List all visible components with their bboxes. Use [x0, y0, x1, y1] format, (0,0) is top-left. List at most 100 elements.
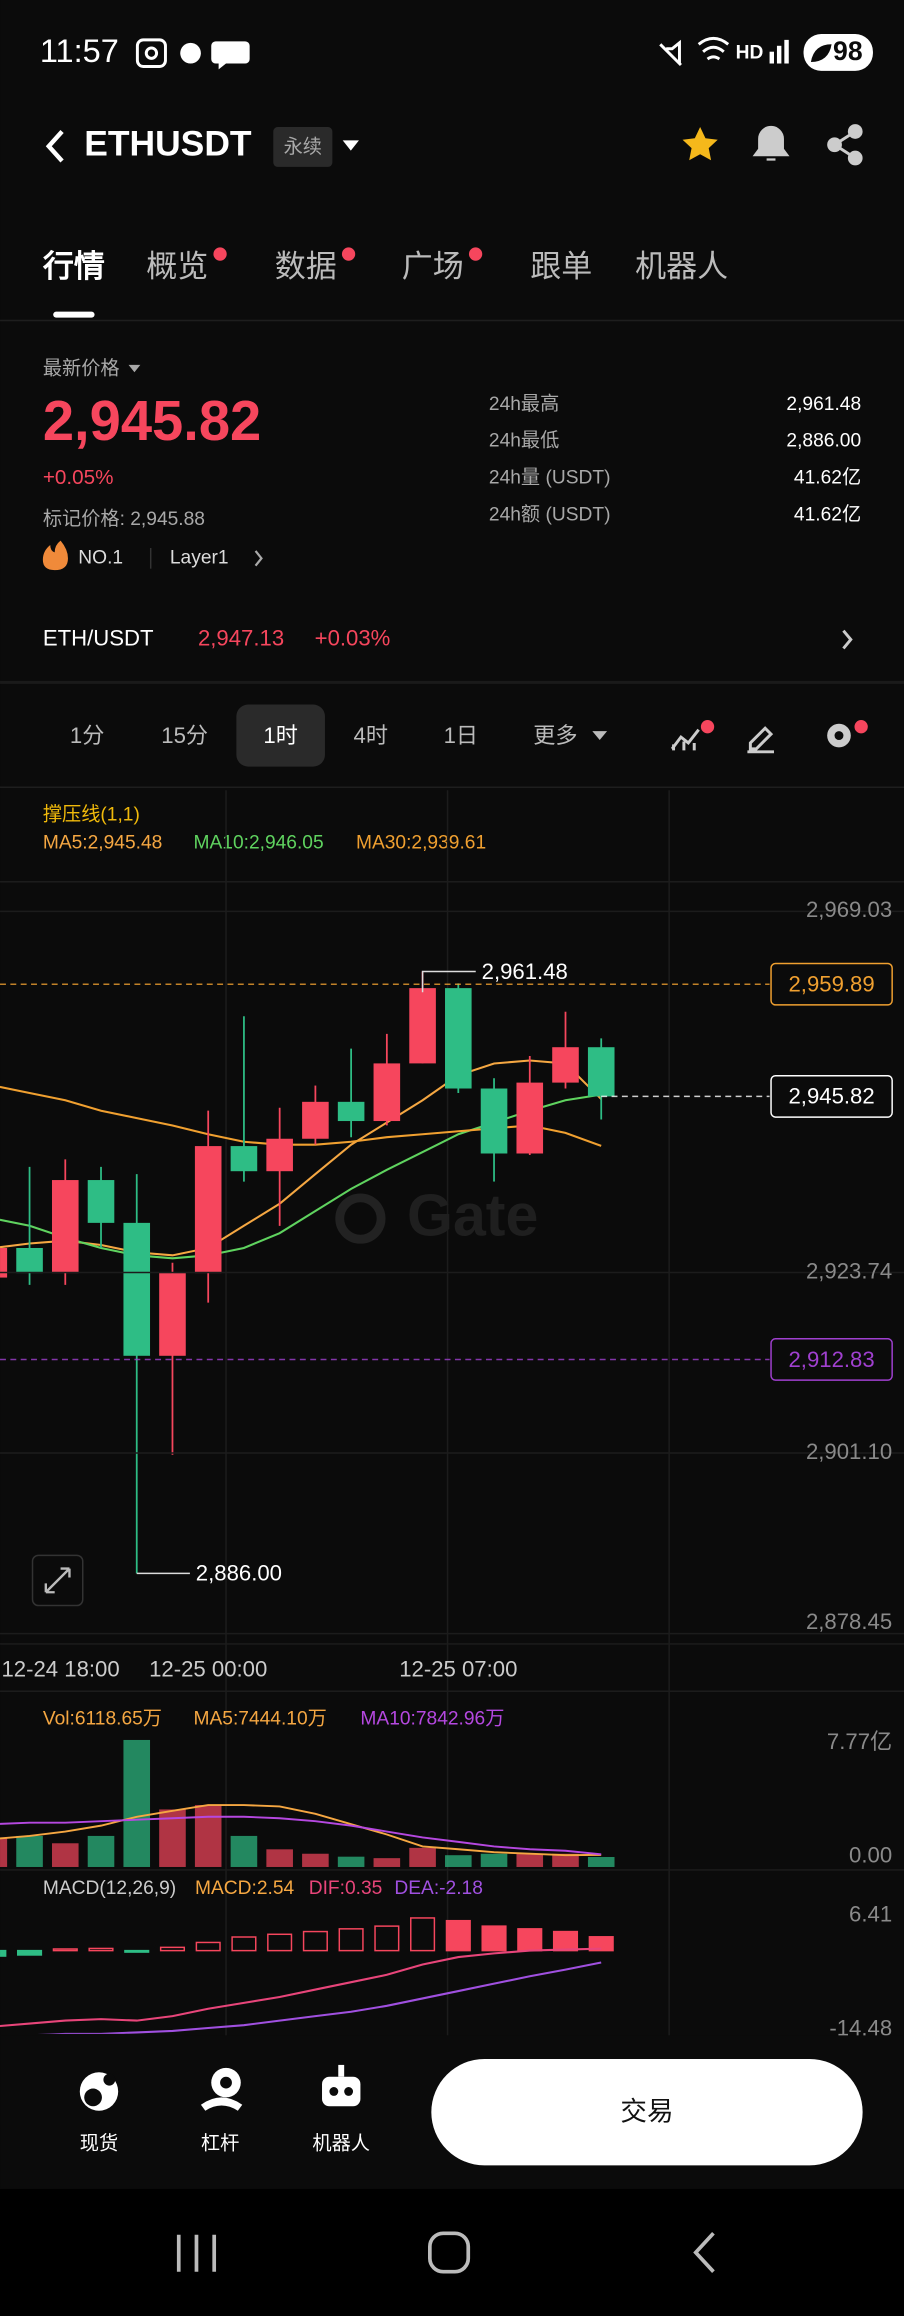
price-change: +0.05%: [43, 466, 114, 489]
candle-body: [230, 1146, 258, 1172]
contract-badge: 永续: [284, 136, 322, 158]
expand-button[interactable]: [31, 1554, 84, 1607]
macd-panel: [0, 1917, 614, 2034]
symbol-dropdown[interactable]: [342, 140, 359, 151]
macd-bar: [231, 1936, 257, 1952]
y-tick-label: 2,969.03: [806, 897, 892, 922]
divider: [0, 680, 904, 684]
macd-bar: [338, 1928, 364, 1952]
stats: 24h最高 2,961.48 24h最低 2,886.00 24h量 (USDT) 41.…: [489, 393, 861, 526]
extreme-label: 2,961.48: [482, 959, 568, 984]
candle-body: [194, 1146, 222, 1274]
badge-bg: [273, 127, 333, 167]
system-buttons: [176, 2231, 715, 2274]
x-tick-label: 12-25 07:00: [399, 1656, 517, 1681]
tab[interactable]: 广场: [402, 249, 464, 284]
volume-bar: [587, 1857, 615, 1867]
tab[interactable]: 行情: [42, 249, 105, 284]
chart-tools: [670, 720, 868, 754]
tab-bar: 行情 概览 数据 广场 跟单 机器人: [42, 247, 728, 284]
symbol[interactable]: ETHUSDT: [84, 124, 252, 164]
trade-button[interactable]: [431, 2058, 863, 2166]
macd-bar: [159, 1946, 186, 1952]
tab[interactable]: 机器人: [635, 249, 728, 284]
mark-price: 标记价格: 2,945.88: [43, 508, 205, 530]
interval[interactable]: 15分: [161, 723, 208, 748]
last-price: 2,945.82: [43, 389, 261, 452]
volume-bar: [230, 1835, 258, 1867]
interval[interactable]: 1分: [70, 723, 104, 748]
tab-dot: [341, 247, 356, 261]
spot-pair[interactable]: ETH/USDT: [43, 625, 154, 650]
level-tag: [770, 1074, 893, 1118]
battery-level: 98: [833, 36, 863, 66]
candle-body: [552, 1047, 579, 1083]
legend-entry: MACD:2.54: [195, 1878, 294, 1899]
legend-entry: MA10:7842.96万: [360, 1708, 504, 1729]
watermark-logo: [335, 1193, 386, 1244]
interval[interactable]: 4时: [354, 723, 388, 748]
nav-label[interactable]: 机器人: [312, 2133, 370, 2155]
price-dropdown[interactable]: [128, 364, 141, 373]
candle-body: [516, 1082, 544, 1154]
back-button[interactable]: [45, 129, 64, 163]
candle-body: [445, 988, 472, 1089]
favorite-star[interactable]: [682, 127, 718, 161]
volume-bar: [194, 1805, 222, 1867]
tab[interactable]: 跟单: [530, 249, 592, 284]
bottom-nav: 现货 杠杆 机器人: [80, 2133, 370, 2155]
sector-tag[interactable]: Layer1: [170, 547, 229, 568]
nav-label[interactable]: 现货: [80, 2133, 118, 2155]
macd-bar: [552, 1930, 579, 1952]
stat-value: 41.62亿: [794, 504, 861, 526]
level-tag: [770, 962, 893, 1006]
legend-entry: MA5:2,945.48: [43, 832, 162, 853]
volume-ma: [0, 1804, 602, 1857]
candle-body: [0, 1247, 8, 1278]
legend-entry: MA30:2,939.61: [356, 832, 486, 853]
watermark: Gate: [407, 1183, 538, 1249]
interval[interactable]: 1时: [263, 723, 297, 748]
candle-body: [87, 1180, 115, 1223]
candle-body: [266, 1138, 293, 1172]
macd-bar: [445, 1919, 471, 1952]
macd-line: [40, 1961, 602, 2034]
legend-entry: MA10:2,946.05: [194, 832, 324, 853]
tab-dot: [468, 247, 483, 261]
macd-bar: [410, 1917, 436, 1952]
indicator-tool[interactable]: [670, 728, 700, 750]
legend-entry: MA5:7444.10万: [194, 1708, 327, 1729]
legend-entry: DIF:0.35: [309, 1878, 383, 1899]
level-label: 2,945.82: [789, 1084, 875, 1109]
candle-body: [480, 1088, 508, 1154]
alert-bell[interactable]: [752, 125, 790, 161]
macd-bar: [16, 1949, 43, 1956]
macd-bar: [52, 1948, 78, 1952]
spot-change: +0.03%: [315, 625, 391, 650]
stat-value: 2,961.48: [786, 394, 861, 415]
volume-bar: [337, 1856, 365, 1867]
sector-chevron: [254, 550, 263, 567]
interval[interactable]: 更多: [533, 723, 577, 748]
draw-tool[interactable]: [747, 726, 774, 754]
y-tick-label: 7.77亿: [827, 1729, 892, 1754]
tab[interactable]: 数据: [275, 249, 337, 284]
tab-underline: [53, 311, 95, 318]
macd-bar: [124, 1949, 150, 1953]
spot-chevron[interactable]: [842, 629, 853, 650]
interval-active: [236, 704, 325, 767]
y-tick-label: 0.00: [849, 1842, 892, 1867]
tab[interactable]: 概览: [146, 249, 208, 284]
interval-bar: 1分 15分 1时 4时 1日 更多: [70, 704, 608, 767]
interval[interactable]: 1日: [444, 723, 478, 748]
nav-label[interactable]: 杠杆: [201, 2133, 239, 2155]
volume-label: Vol:6118.65万: [43, 1708, 162, 1729]
rank: NO.1: [78, 547, 123, 568]
x-axis: 12-24 18:00 12-25 00:00 12-25 07:00: [2, 1656, 518, 1681]
candle-body: [409, 988, 436, 1064]
stat-value: 41.62亿: [794, 467, 861, 489]
share-button[interactable]: [827, 124, 863, 166]
candle-body: [16, 1247, 43, 1274]
macd-bar: [88, 1947, 114, 1952]
